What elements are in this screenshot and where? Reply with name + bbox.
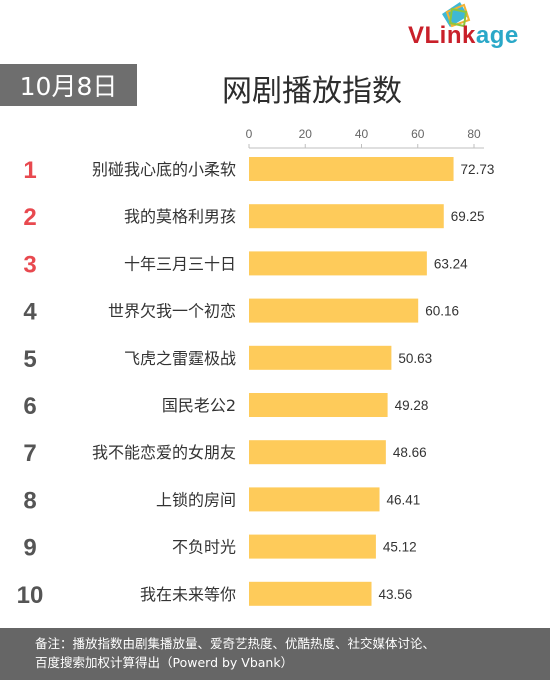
value-label-7: 48.66	[393, 445, 427, 460]
x-tick-label-0: 0	[246, 127, 253, 141]
bar-9	[249, 534, 376, 559]
rank-label-4: 4	[23, 299, 37, 326]
category-label-9: 不负时光	[172, 538, 236, 557]
rank-label-2: 2	[23, 204, 36, 231]
bar-3	[249, 251, 427, 276]
brand-logo-vlink: VLink	[408, 22, 476, 49]
footer-note-line-2: 百度搜索加权计算得出（Powerd by Vbank）	[35, 655, 294, 670]
rank-label-6: 6	[23, 393, 36, 420]
rank-label-10: 10	[17, 582, 44, 609]
rank-label-3: 3	[23, 251, 36, 278]
bar-5	[249, 345, 392, 370]
rank-label-1: 1	[23, 157, 36, 184]
rank-label-9: 9	[23, 535, 36, 562]
x-tick-label-1: 20	[299, 127, 313, 141]
category-label-10: 我在未来等你	[140, 585, 236, 604]
x-tick-label-4: 80	[467, 127, 481, 141]
x-tick-label-3: 60	[411, 127, 425, 141]
value-label-8: 46.41	[387, 492, 421, 507]
category-label-2: 我的莫格利男孩	[124, 207, 236, 226]
bar-4	[249, 298, 419, 323]
category-label-5: 飞虎之雷霆极战	[124, 349, 236, 368]
value-label-2: 69.25	[451, 209, 485, 224]
value-label-4: 60.16	[425, 304, 459, 319]
category-label-4: 世界欠我一个初恋	[108, 302, 236, 321]
value-label-9: 45.12	[383, 540, 417, 555]
rank-label-8: 8	[23, 487, 36, 514]
rank-label-5: 5	[23, 346, 36, 373]
brand-logo-age: age	[475, 22, 519, 49]
x-tick-label-2: 40	[355, 127, 369, 141]
bar-7	[249, 440, 386, 465]
bar-8	[249, 487, 380, 512]
category-label-3: 十年三月三十日	[124, 254, 236, 273]
category-label-7: 我不能恋爱的女朋友	[92, 443, 236, 462]
value-label-10: 43.56	[379, 587, 413, 602]
footer-note: 备注：播放指数由剧集播放量、爱奇艺热度、优酷热度、社交媒体讨论、 百度搜索加权计…	[0, 628, 550, 680]
chart-title: 网剧播放指数	[222, 74, 402, 109]
footer-note-line-1: 备注：播放指数由剧集播放量、爱奇艺热度、优酷热度、社交媒体讨论、	[35, 636, 436, 651]
date-badge: 10月8日	[0, 64, 137, 106]
bar-2	[249, 204, 444, 229]
value-label-5: 50.63	[398, 351, 432, 366]
category-label-8: 上锁的房间	[156, 490, 236, 509]
category-label-6: 国民老公2	[162, 396, 236, 415]
bar-chart: 0 20 40 60 80 1 别碰我心底的小柔软 72.73 2 我的莫格利男孩 69.25 3 十年…	[17, 127, 495, 609]
brand-logo-text: VLinkage	[408, 22, 519, 50]
value-label-6: 49.28	[395, 398, 429, 413]
value-label-1: 72.73	[461, 162, 495, 177]
logo-icon	[442, 2, 471, 28]
category-label-1: 别碰我心底的小柔软	[92, 160, 236, 179]
bar-1	[249, 157, 454, 181]
bar-10	[249, 581, 372, 606]
rank-label-7: 7	[23, 440, 36, 467]
bar-6	[249, 393, 388, 417]
value-label-3: 63.24	[434, 256, 468, 271]
